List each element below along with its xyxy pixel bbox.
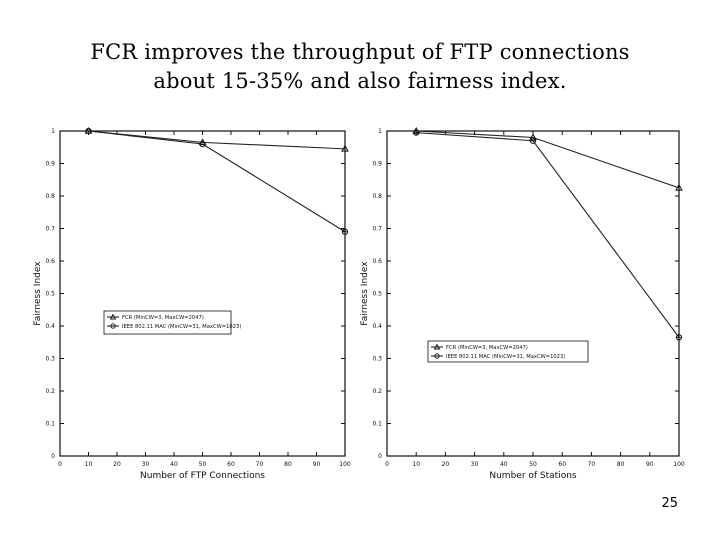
y-tick-label: 0.1 xyxy=(45,421,55,428)
x-tick-label: 50 xyxy=(199,461,207,468)
y-tick-label: 0.3 xyxy=(372,356,382,363)
x-tick-label: 100 xyxy=(673,461,685,468)
y-tick-label: 0.9 xyxy=(372,161,382,168)
x-tick-label: 40 xyxy=(500,461,508,468)
y-tick-label: 0.7 xyxy=(372,226,382,233)
y-tick-label: 0 xyxy=(378,453,382,460)
y-axis-label: Fairness Index xyxy=(360,261,370,326)
y-tick-label: 0.4 xyxy=(45,323,55,330)
slide-title: FCR improves the throughput of FTP conne… xyxy=(0,38,720,96)
x-tick-label: 30 xyxy=(471,461,479,468)
x-tick-label: 90 xyxy=(313,461,321,468)
x-tick-label: 30 xyxy=(142,461,150,468)
legend-entry-ieee: IEEE 802.11 MAC (MinCW=31, MaxCW=1023) xyxy=(446,354,565,360)
x-tick-label: 90 xyxy=(646,461,654,468)
slide-title-line-1: FCR improves the throughput of FTP conne… xyxy=(90,40,630,64)
y-tick-label: 0.1 xyxy=(372,421,382,428)
y-tick-label: 0.6 xyxy=(372,258,382,265)
y-tick-label: 1 xyxy=(51,128,55,135)
data-point-fcr xyxy=(675,183,683,191)
x-tick-label: 20 xyxy=(113,461,121,468)
y-tick-label: 0.9 xyxy=(45,161,55,168)
series-line-fcr xyxy=(416,130,680,189)
plot-area-frame xyxy=(59,130,346,457)
x-tick-label: 80 xyxy=(617,461,625,468)
x-tick-label: 20 xyxy=(442,461,450,468)
x-tick-label: 50 xyxy=(529,461,537,468)
x-tick-label: 40 xyxy=(170,461,178,468)
legend-box xyxy=(427,340,589,363)
y-tick-label: 0.6 xyxy=(45,258,55,265)
legend-marker-ieee xyxy=(110,323,116,329)
legend-entry-fcr: FCR (MinCW=3, MaxCW=2047) xyxy=(122,315,204,321)
legend-box xyxy=(103,310,232,335)
y-tick-label: 0.3 xyxy=(45,356,55,363)
x-tick-label: 0 xyxy=(385,461,389,468)
y-tick-label: 0.2 xyxy=(372,388,382,395)
y-tick-label: 0.8 xyxy=(45,193,55,200)
legend-marker-fcr xyxy=(109,313,117,320)
x-axis-label: Number of Stations xyxy=(489,471,577,481)
page-number: 25 xyxy=(661,496,678,511)
y-tick-label: 1 xyxy=(378,128,382,135)
legend-entry-fcr: FCR (MinCW=3, MaxCW=2047) xyxy=(446,345,528,351)
legend-marker-fcr xyxy=(433,343,441,350)
y-tick-label: 0.5 xyxy=(45,291,55,298)
legend-entry-ieee: IEEE 802.11 MAC (MinCW=31, MaxCW=1023) xyxy=(122,324,241,330)
x-tick-label: 10 xyxy=(85,461,93,468)
x-tick-label: 100 xyxy=(339,461,351,468)
series-line-ieee xyxy=(88,130,346,233)
y-tick-label: 0.8 xyxy=(372,193,382,200)
slide-title-line-2: about 15-35% and also fairness index. xyxy=(153,69,567,93)
chart-1: 0 10 20 30 40 50 60 70 80 90 100 0 0.1 0.2 0.3 0.4 0.5 0.… xyxy=(33,126,351,481)
data-point-fcr xyxy=(341,144,349,152)
y-axis-label: Fairness Index xyxy=(33,261,43,326)
legend-marker-ieee xyxy=(434,353,440,359)
series-line-fcr xyxy=(88,130,346,150)
data-point-fcr xyxy=(529,133,537,141)
y-tick-label: 0 xyxy=(51,453,55,460)
x-tick-label: 70 xyxy=(256,461,264,468)
series-line-ieee xyxy=(416,132,680,338)
y-tick-label: 0.5 xyxy=(372,291,382,298)
chart-2: 0 10 20 30 40 50 60 70 80 90 100 0 0.1 0.2 0.3 0.4 0.5 0.… xyxy=(360,126,685,481)
x-tick-label: 70 xyxy=(588,461,596,468)
x-tick-label: 10 xyxy=(412,461,420,468)
x-tick-label: 60 xyxy=(227,461,235,468)
x-tick-label: 60 xyxy=(558,461,566,468)
x-axis-label: Number of FTP Connections xyxy=(140,471,265,481)
y-tick-label: 0.4 xyxy=(372,323,382,330)
y-tick-label: 0.7 xyxy=(45,226,55,233)
y-tick-label: 0.2 xyxy=(45,388,55,395)
plot-area-frame xyxy=(386,130,680,457)
x-tick-label: 80 xyxy=(284,461,292,468)
x-tick-label: 0 xyxy=(58,461,62,468)
